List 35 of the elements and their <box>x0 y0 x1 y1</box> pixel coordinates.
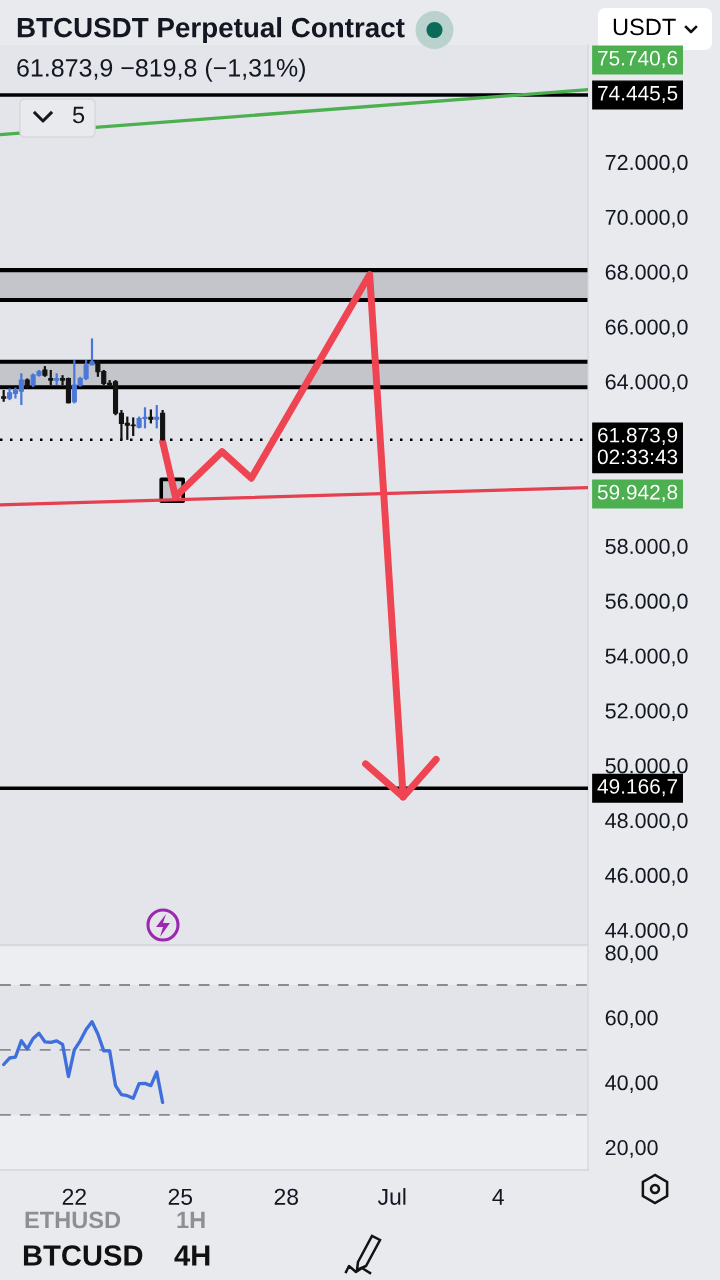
y-tick-label: 60,00 <box>605 1010 658 1028</box>
x-tick-label: Jul <box>377 1188 406 1205</box>
text: ETHUSD <box>25 1211 121 1229</box>
text: USDT <box>613 18 676 36</box>
x-tick-label: 28 <box>274 1188 299 1205</box>
ref-line-label: 49.166,7 <box>597 779 678 797</box>
y-tick-label: 70.000,0 <box>605 209 688 228</box>
y-tick-label: 50.000,0 <box>605 758 688 776</box>
text: 1H <box>177 1211 205 1229</box>
text: 59.942,8 <box>597 484 678 503</box>
y-tick-label: 20,00 <box>605 1140 658 1158</box>
y-tick-label: 58.000,0 <box>605 538 688 557</box>
chart-title: BTCUSDT Perpetual Contract <box>17 17 405 43</box>
x-tick-label: 4 <box>492 1188 504 1205</box>
text: BTCUSD <box>23 1245 143 1266</box>
y-tick-label: 80,00 <box>605 945 658 964</box>
y-tick-label: 66.000,0 <box>605 319 688 338</box>
y-tick-label: 56.000,0 <box>605 593 688 612</box>
x-tick-label: 25 <box>168 1188 193 1205</box>
text: 75.740,6 <box>598 50 678 69</box>
chart-subtitle: 61.873,9 −819,8 (−1,31%) <box>17 58 305 82</box>
annotation: 5 <box>72 106 85 124</box>
y-tick-label: 54.000,0 <box>605 648 688 667</box>
ref-line-label: 61.873,9 02:33:43 <box>597 427 678 465</box>
y-tick-label: 44.000,0 <box>605 922 688 941</box>
y-tick-label: 52.000,0 <box>605 703 688 722</box>
y-tick-label: 68.000,0 <box>605 264 688 283</box>
y-tick-label: 48.000,0 <box>605 813 688 831</box>
y-tick-label: 64.000,0 <box>605 374 688 393</box>
y-tick-label: 40,00 <box>605 1075 658 1093</box>
y-tick-label: 72.000,0 <box>605 154 688 173</box>
y-tick-label: 46.000,0 <box>605 867 688 886</box>
text: 4H <box>174 1245 210 1266</box>
x-tick-label: 22 <box>62 1188 86 1205</box>
ref-line-label: 74.445,5 <box>598 86 678 104</box>
